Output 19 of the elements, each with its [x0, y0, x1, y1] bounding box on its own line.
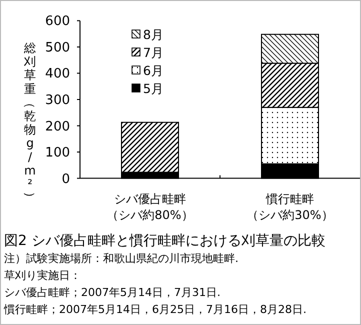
y-tick-label: 500 — [45, 40, 70, 56]
legend-label: 7月 — [143, 45, 164, 60]
legend-label: 6月 — [143, 63, 164, 78]
text: 慣行畦畔；2007年5月14日，6月25日，7月16日，8月28日. — [3, 303, 306, 316]
y-tick-label: 400 — [45, 66, 70, 82]
x-tick-label: 慣行畦畔（シバ約30%） — [246, 192, 334, 222]
y-tick-label: 600 — [45, 14, 70, 30]
text: シバ優占畦畔；2007年5月14日，7月31日. — [4, 286, 220, 299]
x-tick-label: シバ優占畦畔（シバ約80%） — [106, 192, 194, 222]
text: 草刈り実施日： — [4, 269, 81, 282]
y-tick-label: 100 — [45, 146, 70, 161]
text: 図2 シバ優占畦畔と慣行畦畔における刈草量の比較 — [4, 233, 326, 249]
y-tick-label: 0 — [62, 172, 70, 187]
legend-label: 5月 — [143, 81, 164, 96]
y-tick-label: 300 — [45, 93, 70, 108]
text: 総刈草重（乾物g/m²） — [23, 41, 37, 204]
legend-label: 8月 — [143, 27, 164, 42]
y-tick-label: 200 — [45, 119, 70, 134]
text: 注）試験実施場所：和歌山県紀の川市現地畦畔. — [4, 252, 238, 265]
